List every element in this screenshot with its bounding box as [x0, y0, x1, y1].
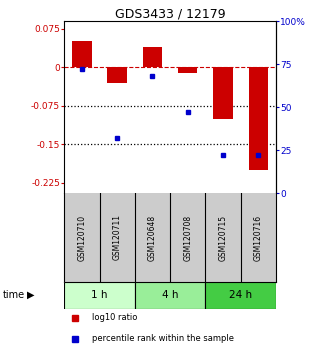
Text: GSM120715: GSM120715 — [219, 215, 228, 261]
Bar — [178, 68, 197, 73]
Bar — [143, 47, 162, 68]
Bar — [213, 68, 233, 119]
Text: 1 h: 1 h — [91, 290, 108, 300]
Text: GSM120711: GSM120711 — [113, 215, 122, 261]
Text: GSM120708: GSM120708 — [183, 215, 192, 261]
Bar — [64, 282, 135, 309]
Title: GDS3433 / 12179: GDS3433 / 12179 — [115, 7, 225, 20]
Text: time: time — [3, 290, 25, 300]
Text: GSM120710: GSM120710 — [77, 215, 86, 261]
Bar — [249, 68, 268, 170]
Bar — [205, 282, 276, 309]
Text: 4 h: 4 h — [162, 290, 178, 300]
Bar — [108, 68, 127, 83]
Text: GSM120716: GSM120716 — [254, 215, 263, 261]
Text: ▶: ▶ — [27, 290, 35, 300]
Text: log10 ratio: log10 ratio — [92, 313, 137, 322]
Bar — [135, 282, 205, 309]
Text: GSM120648: GSM120648 — [148, 215, 157, 261]
Text: 24 h: 24 h — [229, 290, 252, 300]
Text: percentile rank within the sample: percentile rank within the sample — [92, 334, 234, 343]
Bar — [72, 41, 91, 68]
